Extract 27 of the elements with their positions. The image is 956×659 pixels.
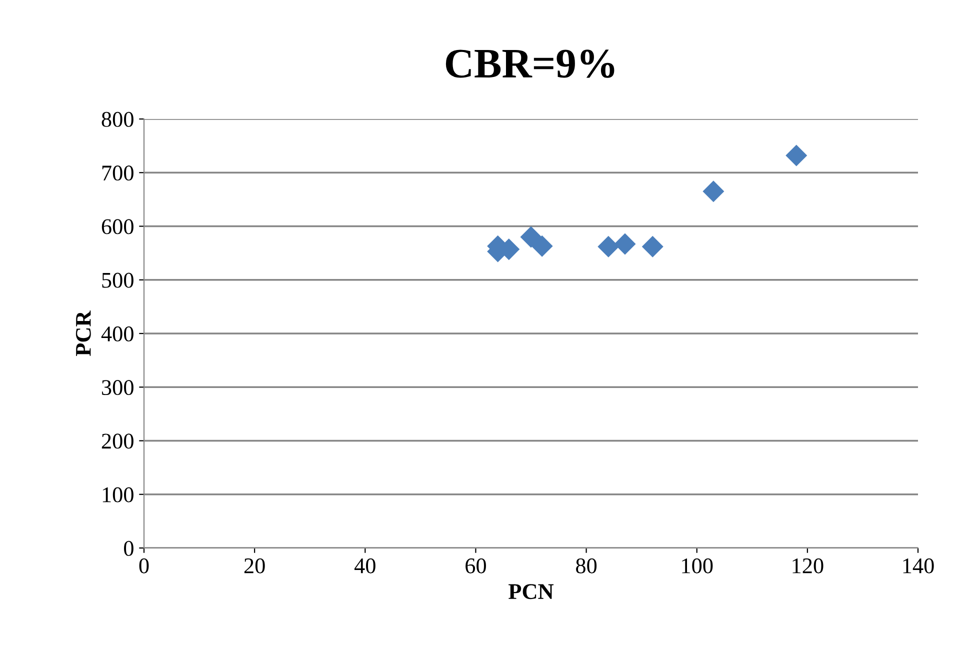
x-tick-label: 20: [244, 558, 265, 574]
x-tick-label: 100: [682, 558, 713, 574]
point: [520, 226, 542, 248]
x-tick-label: 140: [903, 558, 934, 574]
point: [598, 236, 620, 258]
x-tick-label: 120: [792, 558, 824, 574]
x-tick-label: 0: [139, 558, 149, 574]
y-tick-label: 300: [102, 380, 134, 396]
x-tick-label: 60: [466, 558, 486, 574]
point: [786, 144, 808, 166]
y-tick-label: 700: [102, 166, 134, 181]
x-tick-label: 40: [354, 558, 376, 574]
x-tick-label: 80: [576, 558, 597, 574]
y-tick-label: 500: [102, 272, 134, 288]
chart-title: CBR=9%: [446, 50, 614, 78]
y-tick-label: 0: [124, 540, 134, 556]
point: [531, 235, 553, 257]
y-tick-label: 100: [102, 487, 134, 502]
y-tick-label: 800: [102, 112, 134, 127]
y-tick-label: 200: [102, 434, 134, 449]
point: [642, 236, 664, 258]
x-axis-title: PCN: [508, 584, 554, 600]
y-tick-label: 600: [102, 219, 134, 234]
y-axis-title: PCR: [76, 310, 91, 356]
point: [702, 180, 724, 202]
y-tick-label: 400: [101, 326, 134, 342]
point: [614, 233, 636, 255]
